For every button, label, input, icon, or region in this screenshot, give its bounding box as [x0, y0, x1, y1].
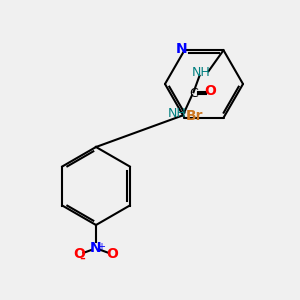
- Text: O: O: [106, 247, 119, 261]
- Text: +: +: [98, 242, 105, 252]
- Text: N: N: [90, 241, 102, 255]
- Text: Br: Br: [186, 109, 204, 123]
- Text: N: N: [176, 42, 187, 56]
- Text: C: C: [189, 87, 198, 100]
- Text: NH: NH: [168, 107, 186, 120]
- Text: O: O: [74, 247, 86, 261]
- Text: -: -: [80, 249, 85, 267]
- Text: NH: NH: [192, 66, 210, 79]
- Text: O: O: [204, 84, 216, 98]
